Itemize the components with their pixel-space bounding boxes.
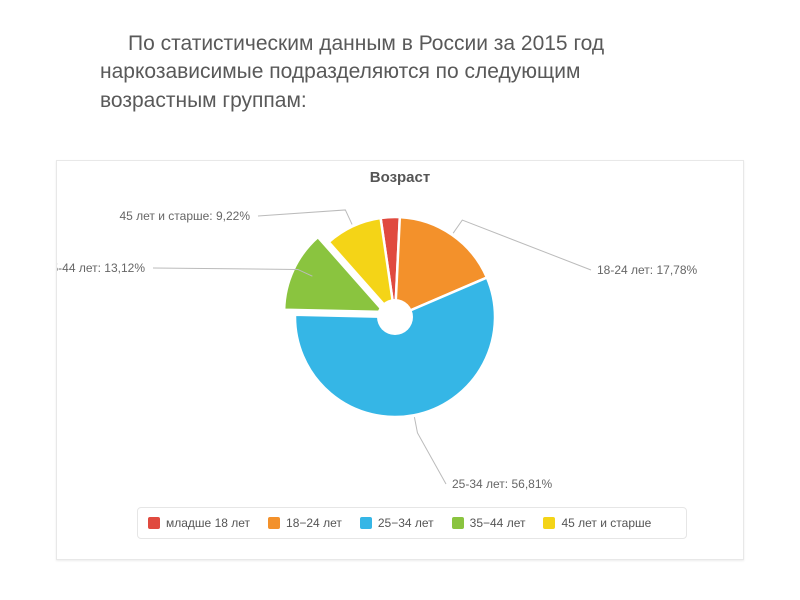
donut-chart [285, 207, 505, 427]
data-label-a3544: 35-44 лет: 13,12% [56, 261, 145, 275]
legend-label-u18: младше 18 лет [166, 516, 250, 530]
legend-swatch-a45p [543, 517, 555, 529]
legend-item-a3544: 35−44 лет [452, 516, 526, 530]
chart-title: Возраст [57, 169, 743, 186]
legend-swatch-a2534 [360, 517, 372, 529]
legend-item-a2534: 25−34 лет [360, 516, 434, 530]
legend-item-a45p: 45 лет и старше [543, 516, 651, 530]
legend-swatch-a3544 [452, 517, 464, 529]
legend-label-a2534: 25−34 лет [378, 516, 434, 530]
legend-swatch-u18 [148, 517, 160, 529]
data-label-a2534: 25-34 лет: 56,81% [452, 477, 552, 491]
slide: По статистическим данным в России за 201… [0, 0, 800, 600]
legend-label-a45p: 45 лет и старше [561, 516, 651, 530]
data-label-a1824: 18-24 лет: 17,78% [597, 263, 697, 277]
legend: младше 18 лет 18−24 лет 25−34 лет 35−44 лет… [137, 507, 687, 539]
data-label-a45p: 45 лет и старше: 9,22% [119, 209, 250, 223]
legend-swatch-a1824 [268, 517, 280, 529]
legend-label-a1824: 18−24 лет [286, 516, 342, 530]
leader-a2534 [414, 417, 446, 484]
donut-hole [377, 299, 413, 335]
intro-text: По статистическим данным в России за 201… [100, 30, 690, 115]
legend-item-u18: младше 18 лет [148, 516, 250, 530]
chart-container: Возраст 18-24 лет: 17,78% 25-34 лет: 56,8… [56, 160, 744, 560]
legend-label-a3544: 35−44 лет [470, 516, 526, 530]
legend-item-a1824: 18−24 лет [268, 516, 342, 530]
